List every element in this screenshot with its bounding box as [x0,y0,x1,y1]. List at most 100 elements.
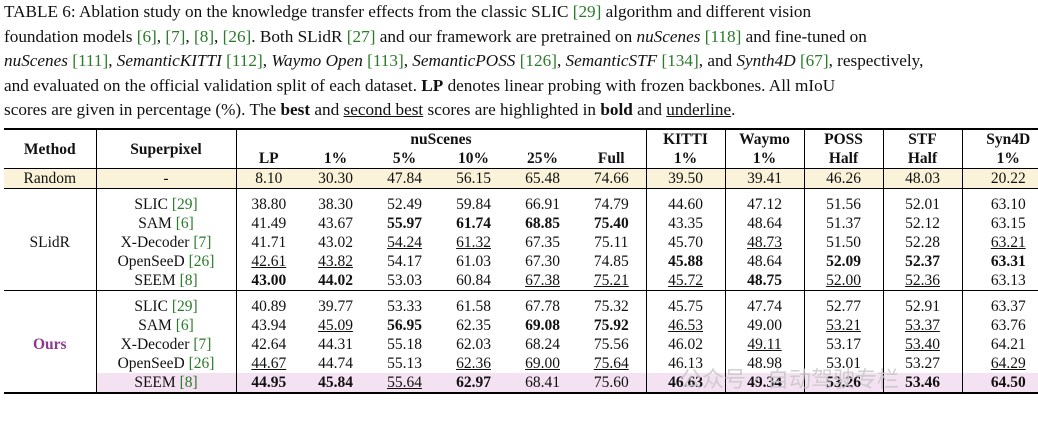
score-cell: 40.89 [236,297,301,316]
superpixel-cell: OpenSeeD [26] [96,354,237,373]
citation[interactable]: [6] [175,317,194,334]
score-value: 62.97 [456,374,491,391]
header-stf-sub: Half [883,149,963,169]
score-cell: 55.18 [370,335,439,354]
citation[interactable]: [6] [175,215,194,232]
score-cell: 48.03 [883,168,963,189]
score-value: 53.37 [905,317,940,334]
score-value: 43.02 [318,234,353,251]
score-cell: 39.50 [646,168,726,189]
score-cell: 53.17 [804,335,884,354]
score-cell: 45.88 [646,252,726,271]
citation[interactable]: [29] [572,2,602,21]
score-value: 75.11 [594,234,629,251]
score-value: 42.61 [251,253,287,270]
score-value: 61.74 [456,215,491,232]
score-value: 66.91 [525,196,560,213]
citation[interactable]: [26] [188,355,215,372]
score-cell: 48.64 [725,252,805,271]
score-value: 67.30 [525,253,560,270]
citation[interactable]: [134] [661,51,699,70]
score-cell: 53.46 [883,373,963,393]
score-cell: 45.75 [646,297,726,316]
score-value: 45.70 [668,234,703,251]
score-cell: 44.31 [301,335,370,354]
score-value: 42.64 [251,336,287,353]
citation[interactable]: [118] [704,26,742,46]
score-cell: 55.13 [370,354,439,373]
score-value: 75.21 [593,272,629,289]
citation[interactable]: [7] [193,234,212,251]
score-value: 68.41 [525,374,560,391]
score-cell: 66.91 [508,195,577,214]
score-cell: 56.95 [370,316,439,335]
score-value: 48.75 [747,272,782,289]
score-value: 44.31 [318,336,353,353]
citation[interactable]: [8] [179,272,198,289]
score-value: 48.73 [747,234,782,251]
citation[interactable]: [67] [799,51,829,70]
score-cell: 49.00 [725,316,805,335]
score-cell: 64.21 [962,335,1038,354]
score-value: 52.09 [826,253,861,270]
score-value: 49.34 [747,374,782,391]
score-cell: 75.32 [577,297,647,316]
score-cell: 44.74 [301,354,370,373]
method-label: Ours [4,297,97,393]
score-cell: 43.35 [646,214,726,233]
score-cell: 52.49 [370,195,439,214]
score-cell: 75.64 [577,354,647,373]
score-value: 61.32 [456,234,491,251]
citation[interactable]: [29] [171,196,198,213]
score-cell: 47.12 [725,195,805,214]
superpixel-cell: SEEM [8] [96,373,237,393]
score-cell: 52.00 [804,271,884,291]
citation[interactable]: [27] [346,26,376,46]
score-value: 62.36 [456,355,491,372]
score-cell: 41.71 [236,233,301,252]
citation[interactable]: [113] [367,51,404,70]
score-value: 63.15 [990,215,1026,232]
score-cell: 46.53 [646,316,726,335]
score-value: 52.37 [905,253,940,270]
score-value: 48.64 [747,215,782,232]
header-kitti: KITTI [646,129,726,149]
score-value: 41.71 [251,234,287,251]
superpixel-cell: X-Decoder [7] [96,233,237,252]
score-cell: 52.09 [804,252,884,271]
score-value: 43.67 [318,215,353,232]
score-value: 46.02 [668,336,703,353]
citation[interactable]: [112] [226,51,263,70]
score-value: 52.36 [905,272,940,289]
superpixel-name: SAM [138,317,172,334]
citation[interactable]: [7] [165,26,186,46]
superpixel-name: SLIC [134,196,168,213]
score-value: 51.50 [826,234,861,251]
score-value: 56.95 [387,317,422,334]
score-cell: 48.64 [725,214,805,233]
score-cell: 48.73 [725,233,805,252]
citation[interactable]: [26] [188,253,215,270]
score-cell: 68.85 [508,214,577,233]
citation[interactable]: [126] [519,51,557,70]
score-value: 39.77 [318,298,353,315]
score-value: 45.75 [668,298,703,315]
citation[interactable]: [111] [72,51,109,70]
score-value: 47.12 [747,196,782,213]
citation[interactable]: [26] [222,26,252,46]
score-cell: 56.15 [439,168,508,189]
citation[interactable]: [8] [194,26,215,46]
citation[interactable]: [8] [179,374,198,391]
score-value: 63.76 [990,317,1026,334]
citation[interactable]: [7] [193,336,212,353]
score-value: 44.67 [251,355,287,372]
score-cell: 67.78 [508,297,577,316]
score-cell: 59.84 [439,195,508,214]
citation[interactable]: [29] [171,298,198,315]
score-cell: 39.41 [725,168,805,189]
citation[interactable]: [6] [136,26,157,46]
score-cell: 69.08 [508,316,577,335]
score-value: 52.00 [826,272,861,289]
header-poss-sub: Half [804,149,884,169]
superpixel-cell: SAM [6] [96,316,237,335]
